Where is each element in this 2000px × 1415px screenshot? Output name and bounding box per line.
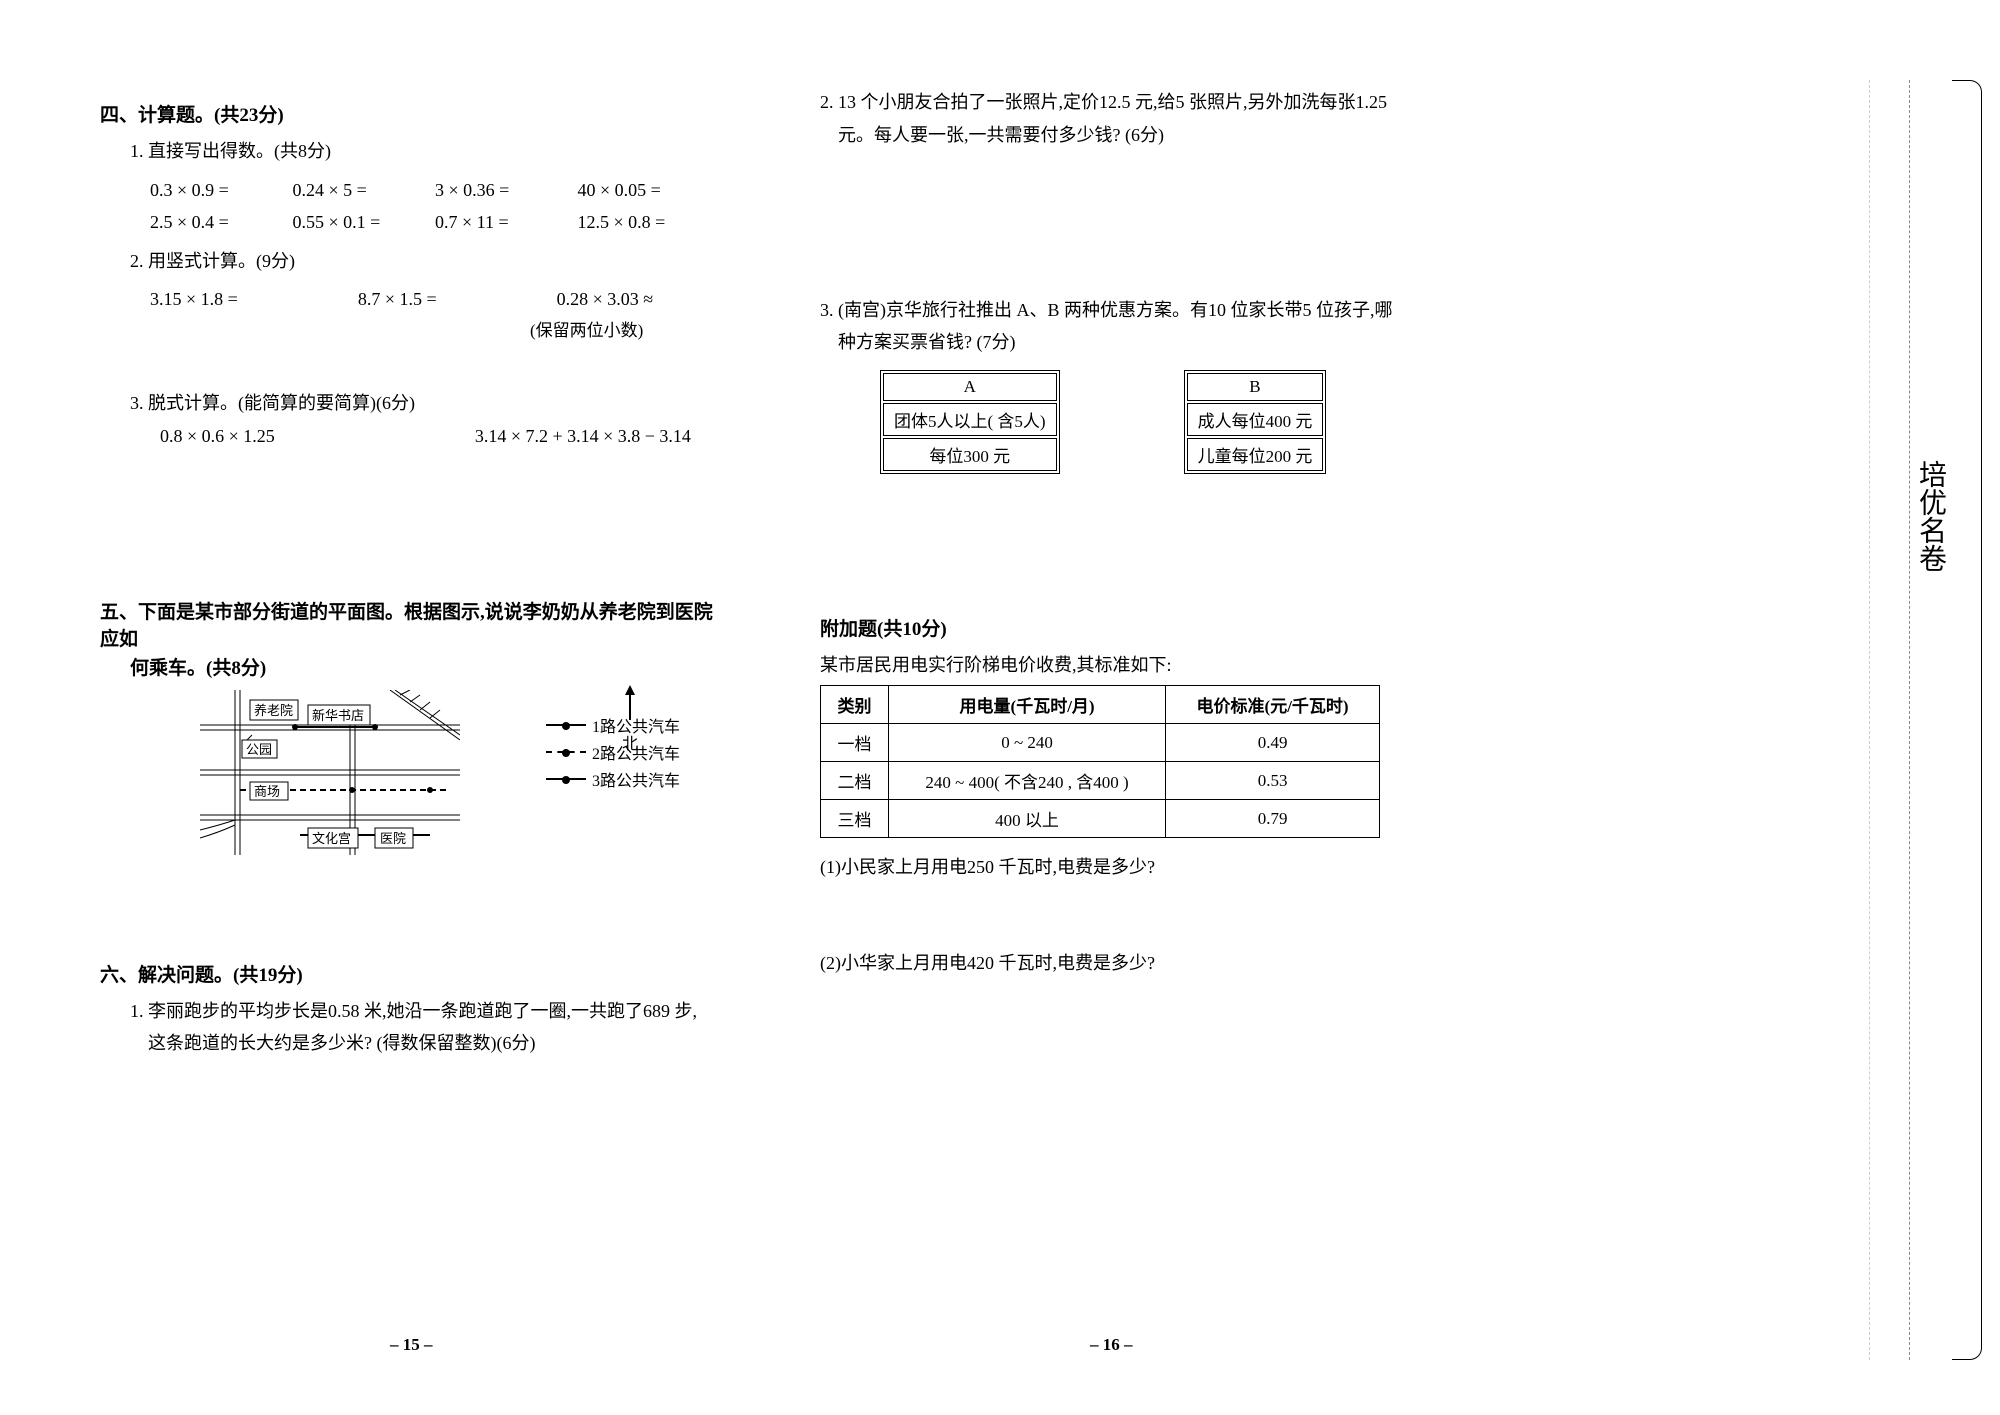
map-label-hospital: 医院 — [380, 831, 406, 846]
plan-b-table: B 成人每位400 元 儿童每位200 元 — [1184, 370, 1327, 474]
side-label: 培优名卷 — [1910, 460, 1950, 572]
table-cell: 三档 — [821, 800, 889, 838]
table-cell: 二档 — [821, 762, 889, 800]
map-label-culture: 文化宫 — [312, 831, 351, 846]
calc-cell: 0.55 × 0.1 = — [293, 206, 436, 238]
table-header: B — [1187, 373, 1324, 401]
table-header: 类别 — [821, 686, 889, 724]
page-container: 四、计算题。(共23分) 1. 直接写出得数。(共8分) 0.3 × 0.9 =… — [0, 0, 2000, 1106]
plan-a-table: A 团体5人以上( 含5人) 每位300 元 — [880, 370, 1060, 474]
sec6-q2: 2. 13 个小朋友合拍了一张照片,定价12.5 元,给5 张照片,另外加洗每张… — [820, 88, 1440, 117]
sec5-title2: 何乘车。(共8分) — [130, 653, 720, 680]
table-header: A — [883, 373, 1057, 401]
sec6-title: 六、解决问题。(共19分) — [100, 960, 720, 987]
table-cell: 240 ~ 400( 不含240 , 含400 ) — [888, 762, 1165, 800]
table-cell: 0.49 — [1166, 724, 1380, 762]
sec5-title: 五、下面是某市部分街道的平面图。根据图示,说说李奶奶从养老院到医院应如 — [100, 597, 720, 651]
calc-row-2: 2.5 × 0.4 = 0.55 × 0.1 = 0.7 × 11 = 12.5… — [150, 206, 720, 238]
calc-cell: 0.24 × 5 = — [293, 174, 436, 206]
table-header: 用电量(千瓦时/月) — [888, 686, 1165, 724]
table-cell: 0.53 — [1166, 762, 1380, 800]
page-number-left: – 15 – — [390, 1335, 433, 1355]
table-cell: 成人每位400 元 — [1187, 403, 1324, 436]
bonus-title: 附加题(共10分) — [820, 614, 1440, 641]
expr1: 0.8 × 0.6 × 1.25 — [160, 426, 275, 447]
map-label-park: 公园 — [246, 742, 272, 757]
sec6-q3: 3. (南宫)京华旅行社推出 A、B 两种优惠方案。有10 位家长带5 位孩子,… — [820, 296, 1440, 325]
page-border — [1952, 80, 1982, 1360]
right-column: 2. 13 个小朋友合拍了一张照片,定价12.5 元,给5 张照片,另外加洗每张… — [820, 80, 1440, 1066]
fold-line — [1869, 80, 1870, 1360]
map-svg: 养老院 新华书店 公园 商场 文化宫 医院 — [200, 690, 460, 855]
expr-row: 0.8 × 0.6 × 1.25 3.14 × 7.2 + 3.14 × 3.8… — [160, 426, 720, 447]
table-cell: 每位300 元 — [883, 438, 1057, 471]
calc-cell: 8.7 × 1.5 = — [358, 283, 437, 315]
map-label-bookstore: 新华书店 — [312, 708, 364, 723]
sec6-q1b: 这条跑道的长大约是多少米? (得数保留整数)(6分) — [148, 1029, 720, 1058]
sec4-q3-label: 3. 脱式计算。(能简算的要简算)(6分) — [130, 389, 720, 418]
table-cell: 团体5人以上( 含5人) — [883, 403, 1057, 436]
sec4-title: 四、计算题。(共23分) — [100, 100, 720, 127]
price-table: 类别 用电量(千瓦时/月) 电价标准(元/千瓦时) 一档 0 ~ 240 0.4… — [820, 685, 1380, 838]
bonus-intro: 某市居民用电实行阶梯电价收费,其标准如下: — [820, 651, 1440, 677]
calc-cell: 3 × 0.36 = — [435, 174, 578, 206]
plan-tables: A 团体5人以上( 含5人) 每位300 元 B 成人每位400 元 儿童每位2… — [820, 365, 1440, 479]
legend-text: 3路公共汽车 — [592, 767, 680, 791]
legend-text: 2路公共汽车 — [592, 740, 680, 764]
map-legend: 1路公共汽车 2路公共汽车 3路公共汽车 — [546, 710, 680, 794]
map-label-mall: 商场 — [254, 784, 280, 799]
calc-cell: 3.15 × 1.8 = — [150, 283, 238, 315]
page-number-right: – 16 – — [1090, 1335, 1133, 1355]
calc-note: (保留两位小数) — [530, 316, 720, 341]
table-header: 电价标准(元/千瓦时) — [1166, 686, 1380, 724]
fold-line — [1909, 80, 1910, 1360]
calc-cell: 0.28 × 3.03 ≈ — [557, 283, 654, 315]
table-cell: 0.79 — [1166, 800, 1380, 838]
calc-row-3: 3.15 × 1.8 = 8.7 × 1.5 = 0.28 × 3.03 ≈ — [150, 283, 720, 315]
table-cell: 儿童每位200 元 — [1187, 438, 1324, 471]
calc-cell: 12.5 × 0.8 = — [578, 206, 721, 238]
bonus-q1: (1)小民家上月用电250 千瓦时,电费是多少? — [820, 853, 1440, 879]
legend-text: 1路公共汽车 — [592, 713, 680, 737]
street-map: 养老院 新华书店 公园 商场 文化宫 医院 北 1路公共汽车 2路公共汽车 3路… — [200, 690, 600, 860]
sec6-q3b: 种方案买票省钱? (7分) — [838, 328, 1440, 357]
calc-cell: 40 × 0.05 = — [578, 174, 721, 206]
bonus-q2: (2)小华家上月用电420 千瓦时,电费是多少? — [820, 949, 1440, 975]
calc-cell: 2.5 × 0.4 = — [150, 206, 293, 238]
left-column: 四、计算题。(共23分) 1. 直接写出得数。(共8分) 0.3 × 0.9 =… — [100, 80, 720, 1066]
calc-cell: 0.3 × 0.9 = — [150, 174, 293, 206]
calc-cell: 0.7 × 11 = — [435, 206, 578, 238]
expr2: 3.14 × 7.2 + 3.14 × 3.8 − 3.14 — [475, 426, 691, 447]
calc-row-1: 0.3 × 0.9 = 0.24 × 5 = 3 × 0.36 = 40 × 0… — [150, 174, 720, 206]
sec6-q2b: 元。每人要一张,一共需要付多少钱? (6分) — [838, 121, 1440, 150]
sec6-q1: 1. 李丽跑步的平均步长是0.58 米,她沿一条跑道跑了一圈,一共跑了689 步… — [130, 997, 720, 1026]
table-cell: 400 以上 — [888, 800, 1165, 838]
sec4-q2-label: 2. 用竖式计算。(9分) — [130, 247, 720, 276]
table-cell: 一档 — [821, 724, 889, 762]
map-label-nursing: 养老院 — [254, 703, 293, 718]
table-cell: 0 ~ 240 — [888, 724, 1165, 762]
sec4-q1-label: 1. 直接写出得数。(共8分) — [130, 137, 720, 166]
